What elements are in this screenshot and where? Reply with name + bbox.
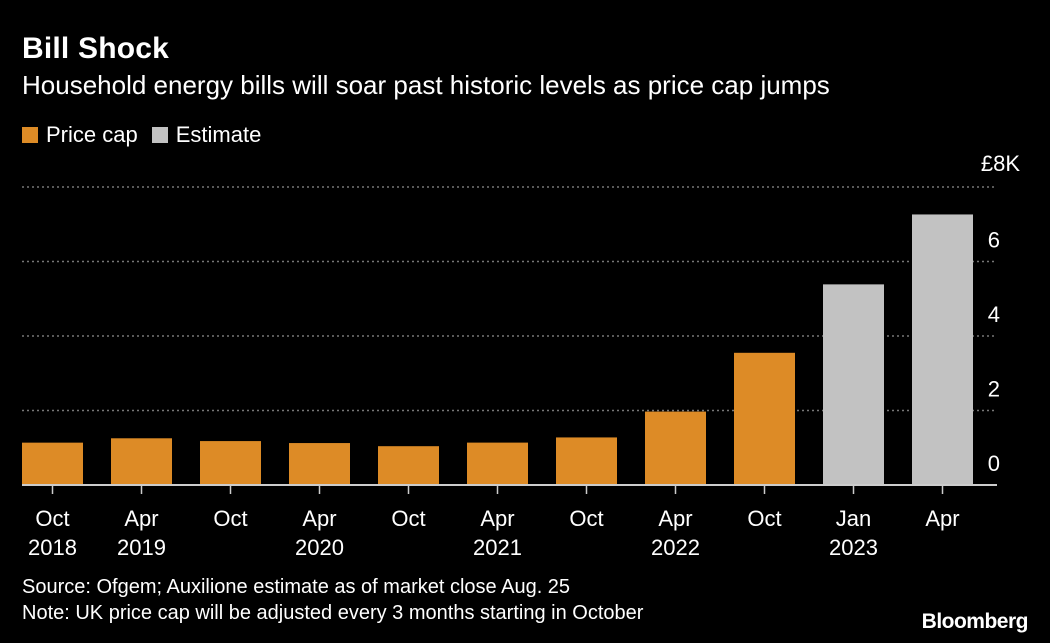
bar-price-cap xyxy=(111,438,172,485)
x-tick-label: Oct xyxy=(35,506,69,531)
bar-price-cap xyxy=(734,352,795,485)
bar-price-cap xyxy=(556,437,617,485)
x-tick-label: Apr xyxy=(124,506,158,531)
bar-price-cap xyxy=(22,442,83,485)
x-tick-year: 2020 xyxy=(295,535,344,560)
x-tick-year: 2023 xyxy=(829,535,878,560)
y-tick-label: 6 xyxy=(988,228,1000,253)
legend-swatch-estimate xyxy=(151,127,168,143)
bar-price-cap xyxy=(645,411,706,485)
y-tick-label: £8K xyxy=(981,151,1020,176)
x-tick-label: Apr xyxy=(658,506,692,531)
x-tick-year: 2018 xyxy=(28,535,77,560)
x-tick-year: 2021 xyxy=(473,535,522,560)
bar-price-cap xyxy=(378,446,439,485)
bar-estimate xyxy=(912,214,973,485)
legend-item-estimate: Estimate xyxy=(151,122,262,148)
x-tick-label: Apr xyxy=(925,506,959,531)
x-tick-year: 2019 xyxy=(117,535,166,560)
bar-price-cap xyxy=(467,442,528,485)
x-tick-label: Oct xyxy=(569,506,603,531)
x-tick-label: Jan xyxy=(836,506,871,531)
chart-subtitle: Household energy bills will soar past hi… xyxy=(22,70,830,100)
y-tick-label: 4 xyxy=(988,302,1000,327)
bar-price-cap xyxy=(289,443,350,485)
x-tick-year: 2022 xyxy=(651,535,700,560)
bar-estimate xyxy=(823,284,884,485)
legend-item-price-cap: Price cap xyxy=(22,122,138,148)
legend-label-price-cap: Price cap xyxy=(46,122,138,147)
x-tick-label: Oct xyxy=(213,506,247,531)
y-tick-label: 2 xyxy=(988,377,1000,402)
x-tick-label: Apr xyxy=(302,506,336,531)
x-tick-label: Oct xyxy=(747,506,781,531)
source-text: Source: Ofgem; Auxilione estimate as of … xyxy=(22,576,571,598)
x-tick-label: Apr xyxy=(480,506,514,531)
chart-title: Bill Shock xyxy=(22,32,170,65)
y-tick-label: 0 xyxy=(988,451,1000,476)
note-text: Note: UK price cap will be adjusted ever… xyxy=(22,602,644,624)
bloomberg-logo: Bloomberg xyxy=(921,610,1029,633)
legend: Price cap Estimate xyxy=(22,122,261,148)
legend-swatch-price-cap xyxy=(22,127,38,143)
bar-price-cap xyxy=(200,441,261,485)
legend-label-estimate: Estimate xyxy=(175,122,262,147)
x-tick-label: Oct xyxy=(391,506,425,531)
